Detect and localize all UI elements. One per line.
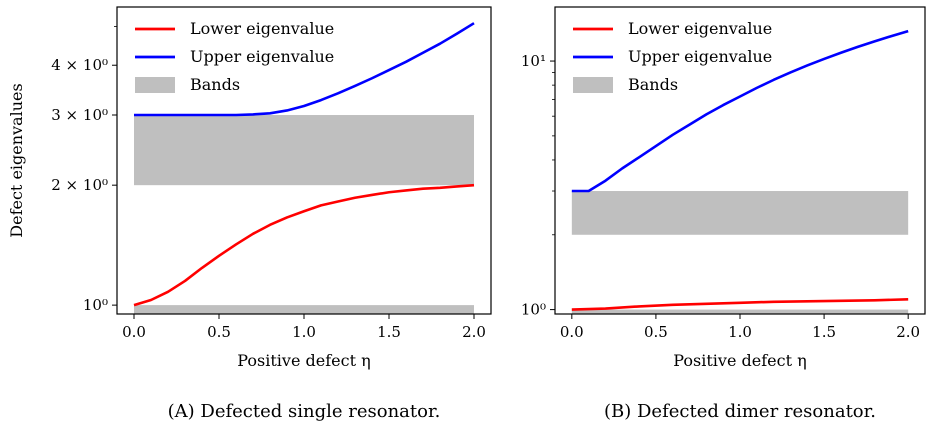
x-tick-label: 2.0 — [896, 323, 920, 341]
x-tick-label: 1.5 — [377, 323, 401, 341]
plot-area — [134, 23, 474, 314]
x-tick-label: 0.0 — [122, 323, 146, 341]
band-1 — [572, 191, 908, 235]
y-tick-label: 10⁰ — [83, 296, 108, 314]
legend-label: Lower eigenvalue — [628, 19, 772, 38]
legend: Lower eigenvalue Upper eigenvalue Bands — [573, 19, 772, 94]
series-line-lower — [572, 299, 908, 309]
band-1 — [134, 115, 474, 185]
legend-label: Bands — [628, 75, 678, 94]
legend-label: Upper eigenvalue — [628, 47, 772, 66]
x-tick-label: 1.0 — [728, 323, 752, 341]
y-tick-label: 10⁰ — [521, 301, 546, 319]
x-tick-label: 2.0 — [462, 323, 486, 341]
x-tick-label: 1.0 — [292, 323, 316, 341]
x-axis-label: Positive defect η — [673, 351, 806, 370]
y-tick-label: 2 × 10⁰ — [51, 176, 108, 194]
x-axis-label: Positive defect η — [237, 351, 370, 370]
band-0 — [134, 305, 474, 314]
x-tick-label: 0.5 — [644, 323, 668, 341]
x-tick-label: 1.5 — [812, 323, 836, 341]
y-tick-label: 10¹ — [521, 52, 546, 70]
band-0 — [572, 310, 908, 314]
legend-swatch-bands — [573, 77, 613, 93]
y-axis-label: Defect eigenvalues — [7, 83, 26, 237]
panel-a: 0.0 0.5 1.0 1.5 2.0 10⁰ 2 × 10⁰ 3 × 10⁰ 4 × 10⁰ P… — [7, 7, 491, 422]
x-tick-label: 0.5 — [207, 323, 231, 341]
y-tick-label: 3 × 10⁰ — [51, 106, 108, 124]
caption: (B) Defected dimer resonator. — [604, 401, 876, 422]
y-tick-label: 4 × 10⁰ — [51, 56, 108, 74]
panel-b: 0.0 0.5 1.0 1.5 2.0 10⁰ 10¹ Positive defect η Lo… — [521, 7, 925, 422]
x-tick-label: 0.0 — [560, 323, 584, 341]
plot-area — [572, 31, 908, 314]
legend-label: Lower eigenvalue — [190, 19, 334, 38]
legend-label: Bands — [190, 75, 240, 94]
legend: Lower eigenvalue Upper eigenvalue Bands — [135, 19, 334, 94]
series-line-lower — [134, 185, 474, 305]
legend-swatch-bands — [135, 77, 175, 93]
caption: (A) Defected single resonator. — [168, 401, 441, 422]
legend-label: Upper eigenvalue — [190, 47, 334, 66]
